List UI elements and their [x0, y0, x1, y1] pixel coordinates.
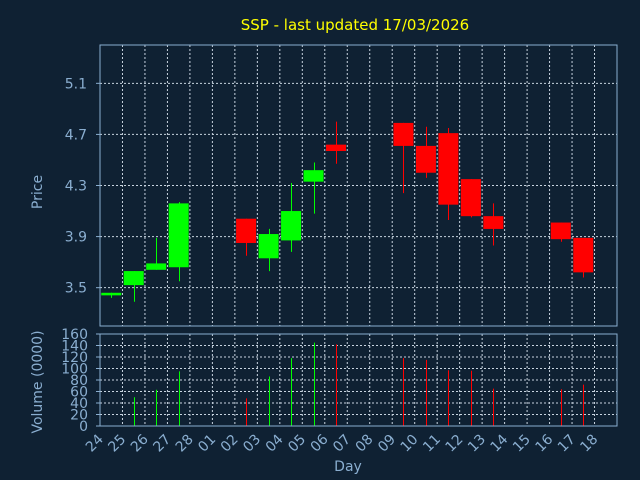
day-tick-label: 25: [105, 432, 129, 456]
candles: [101, 121, 594, 302]
day-tick-label: 09: [375, 432, 399, 456]
volume-axis-label: Volume (0000): [30, 330, 46, 433]
volume-tick-label: 0: [79, 419, 88, 435]
volume-tick-label: 80: [70, 373, 88, 389]
price-axis-label: Price: [30, 175, 46, 209]
candle: [123, 271, 144, 302]
day-tick-label: 08: [353, 432, 377, 456]
day-tick-label: 07: [330, 432, 354, 456]
candle-body: [483, 216, 504, 229]
day-tick-label: 15: [510, 432, 534, 456]
candle: [550, 222, 571, 242]
candle-body: [326, 144, 347, 152]
day-tick-label: 13: [465, 432, 489, 456]
candle: [483, 203, 504, 246]
price-tick-label: 5.1: [65, 76, 87, 92]
volume-tick-label: 100: [61, 362, 88, 378]
candle: [281, 182, 302, 252]
day-tick-label: 02: [218, 432, 242, 456]
day-tick-label: 03: [240, 432, 264, 456]
volume-gridlines: [100, 333, 618, 427]
candle-body: [303, 170, 324, 182]
day-tick-label: 04: [263, 431, 287, 455]
chart-title: SSP - last updated 17/03/2026: [241, 16, 469, 34]
candle-body: [101, 292, 122, 296]
candle: [146, 237, 167, 270]
price-tick-labels: 5.1 4.7 4.3 3.9 3.5: [65, 76, 100, 297]
day-tick-label: 12: [443, 432, 467, 456]
candle: [438, 128, 459, 220]
day-tick-label: 14: [488, 431, 512, 455]
day-tick-label: 11: [420, 432, 444, 456]
candle-body: [146, 263, 167, 270]
day-tick-label: 17: [555, 432, 579, 456]
candle: [236, 218, 257, 256]
candle-body: [393, 122, 414, 146]
candle: [573, 237, 594, 278]
candle: [415, 126, 436, 178]
day-tick-label: 05: [285, 432, 309, 456]
candle-body: [438, 133, 459, 205]
volume-tick-label: 20: [70, 408, 88, 424]
candle: [460, 179, 481, 218]
day-tick-label: 26: [128, 431, 152, 455]
candle-body: [123, 271, 144, 286]
price-tick-label: 3.9: [65, 230, 87, 246]
volume-tick-label: 60: [70, 385, 88, 401]
price-tick-label: 4.3: [65, 179, 87, 195]
volume-tick-label: 120: [61, 350, 88, 366]
candle-body: [460, 179, 481, 217]
day-axis-label: Day: [334, 459, 362, 475]
day-tick-label: 18: [577, 432, 601, 456]
day-tick-label: 28: [173, 432, 197, 456]
candle-body: [258, 234, 279, 259]
volume-tick-label: 160: [61, 327, 88, 343]
volume-tick-label: 140: [61, 339, 88, 355]
candle: [326, 121, 347, 164]
candle: [101, 292, 122, 298]
volume-tick-label: 40: [70, 396, 88, 412]
candle: [258, 228, 279, 272]
candle-body: [415, 145, 436, 173]
candle-body: [550, 222, 571, 240]
price-tick-label: 4.7: [65, 127, 87, 143]
day-tick-label: 10: [398, 432, 422, 456]
candle: [393, 122, 414, 194]
candle: [168, 202, 189, 282]
candle-body: [168, 203, 189, 268]
candle-body: [281, 211, 302, 241]
price-gridlines: [100, 45, 618, 326]
day-tick-label: 16: [532, 431, 556, 455]
candle-body: [236, 218, 257, 243]
candle-body: [573, 237, 594, 273]
day-tick-label: 06: [308, 431, 332, 455]
day-tick-labels: 2425262728010203040506070809101112131415…: [83, 431, 601, 455]
price-tick-label: 3.5: [65, 281, 87, 297]
day-tick-label: 27: [150, 432, 174, 456]
volume-bars: [134, 342, 584, 426]
candle: [303, 162, 324, 214]
day-tick-label: 01: [195, 432, 219, 456]
day-tick-label: 24: [83, 431, 107, 455]
